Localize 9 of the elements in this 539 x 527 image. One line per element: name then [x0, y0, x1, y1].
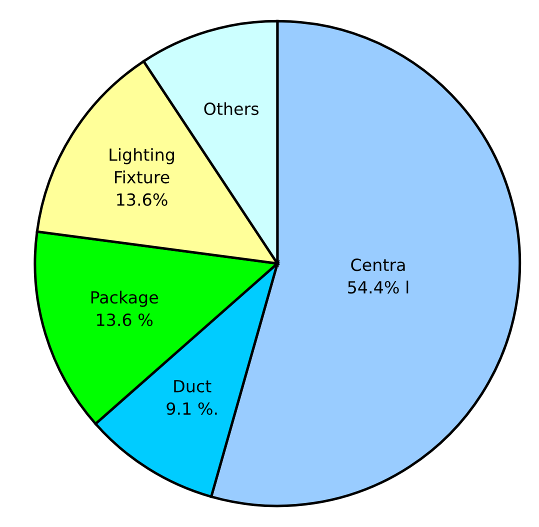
data-label: 13.6 %: [97, 314, 153, 326]
slice-label: Lighting Fixture: [110, 148, 174, 184]
slice-label: Centra: [351, 258, 405, 272]
data-label: 54.4% l: [348, 280, 408, 294]
data-label: 13.6%: [117, 193, 168, 206]
slice-label: Others: [204, 102, 259, 116]
slice-label: Duct: [174, 380, 212, 392]
slice-label: Package: [91, 290, 158, 307]
data-label: 9.1 %.: [166, 402, 217, 415]
